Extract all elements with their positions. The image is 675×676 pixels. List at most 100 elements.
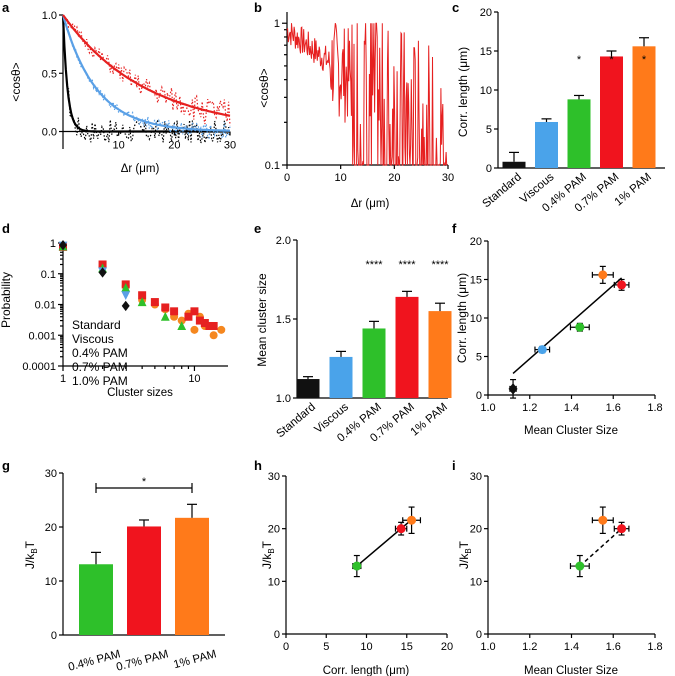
sig-marker-e: **** [365,259,383,271]
xlabel-i: Mean Cluster Size [524,665,618,676]
bar-0-7-pam [395,296,419,398]
marker-standard [121,300,130,312]
xtick-label-f: 1.4 [564,402,579,414]
fit-curve-standard [61,14,230,133]
category-label-c: 1% PAM [613,171,654,208]
ytick-label-f: 20 [470,236,482,248]
ytick-label-i: 30 [470,471,482,483]
panel-label-g: g [2,458,10,473]
ytick-label-b: 0.1 [265,160,280,172]
point-0-7-pam [617,280,627,290]
bar-standard [296,379,320,398]
point-0-4-pam [575,322,585,332]
xtick-label-a: 20 [168,140,180,152]
data-dots-viscous [62,14,231,140]
ytick-label-g: 20 [45,522,57,534]
xtick-label-i: 1.8 [647,641,662,653]
ylabel-c: Corr. length (μm) [456,47,470,137]
legend-entry-standard: Standard [72,318,121,332]
point-1-pam [598,270,608,280]
xtick-label-a: 10 [113,140,125,152]
ytick-label-d: 1 [50,238,56,250]
xtick-label-i: 1.4 [564,641,579,653]
marker-0-4-pam [177,321,187,330]
ytick-label-c: 15 [480,46,492,58]
bar-0-7-pam [127,526,161,635]
marker-0-7-pam [205,321,214,330]
category-label-g: 0.7% PAM [115,648,170,673]
data-line-0.7pam-b [286,22,448,166]
ytick-label-d: 0.001 [28,330,56,342]
marker-0-7-pam [138,291,147,300]
marker-viscous [121,291,131,301]
ytick-label-h: 0 [274,629,280,641]
xtick-label-b: 30 [442,172,454,184]
xtick-label-f: 1.6 [606,402,621,414]
panel-label-a: a [2,0,10,15]
xtick-label-d: 1 [60,373,66,385]
ytick-label-e: 1.0 [276,393,291,405]
sig-marker-e: **** [398,259,416,271]
xtick-label-b: 0 [284,172,290,184]
panel-label-b: b [254,0,262,15]
point-0-7-pam [396,524,406,534]
fit-line-f [512,277,623,375]
ytick-label-i: 20 [470,524,482,536]
marker-1-0-pam [217,325,226,334]
category-label-g: 0.4% PAM [67,648,122,673]
category-label-g: 1% PAM [172,648,218,671]
ytick-label-c: 20 [480,7,492,19]
xtick-label-b: 10 [335,172,347,184]
ytick-label-e: 2.0 [276,235,291,247]
ytick-label-f: 5 [476,352,482,364]
ytick-label-g: 30 [45,468,57,480]
ytick-label-i: 10 [470,576,482,588]
data-dots-standard [62,14,231,144]
ytick-label-g: 0 [51,630,57,642]
panel-label-f: f [452,221,457,236]
bar-standard [502,161,526,168]
fit-line-i [579,528,623,567]
xtick-label-f: 1.0 [480,402,495,414]
xlabel-f: Mean Cluster Size [524,425,618,437]
bar-0-4-pam [362,328,386,398]
ylabel-g: J/kBT [23,540,39,569]
marker-0-7-pam [184,312,193,321]
marker-0-7-pam [170,307,179,316]
bar-viscous [329,356,353,398]
legend-entry-viscous: Viscous [72,332,114,346]
category-label-e: 1% PAM [409,401,450,438]
xtick-label-i: 1.0 [480,641,495,653]
marker-standard [59,239,67,251]
ylabel-e: Mean cluster size [255,273,269,367]
xtick-label-f: 1.8 [647,402,662,414]
xtick-label-h: 0 [283,641,289,653]
xtick-label-d: 10 [188,373,200,385]
point-0-4-pam [352,561,362,571]
marker-0-7-pam [209,321,218,330]
marker-1-0-pam [209,331,218,340]
ylabel-h: J/kBT [260,540,276,569]
ytick-label-c: 0 [486,163,492,175]
xlabel-a: Δr (μm) [121,163,160,175]
sig-marker-c: * [609,54,614,66]
ytick-label-a: 0.0 [42,127,57,139]
point-1-pam [598,515,608,525]
bar-1-pam [428,311,452,398]
marker-1-0-pam [190,325,199,334]
xtick-label-h: 20 [441,641,453,653]
data-dots-0-7-pam [62,14,231,126]
point-0-4-pam [575,561,585,571]
sig-marker-c: * [642,54,647,66]
legend-entry-0-7-pam: 0.7% PAM [72,360,128,374]
legend-entry-0-4-pam: 0.4% PAM [72,346,128,360]
bar-0-7-pam [600,56,623,168]
ytick-label-c: 5 [486,124,492,136]
xtick-label-h: 5 [323,641,329,653]
xlabel-d: Cluster sizes [107,387,173,399]
ytick-label-g: 10 [45,576,57,588]
legend-entry-1-0-pam: 1.0% PAM [72,374,128,388]
ytick-label-a: 1.0 [42,10,57,22]
bar-0-4-pam [79,564,113,635]
xlabel-h: Corr. length (μm) [323,665,410,676]
